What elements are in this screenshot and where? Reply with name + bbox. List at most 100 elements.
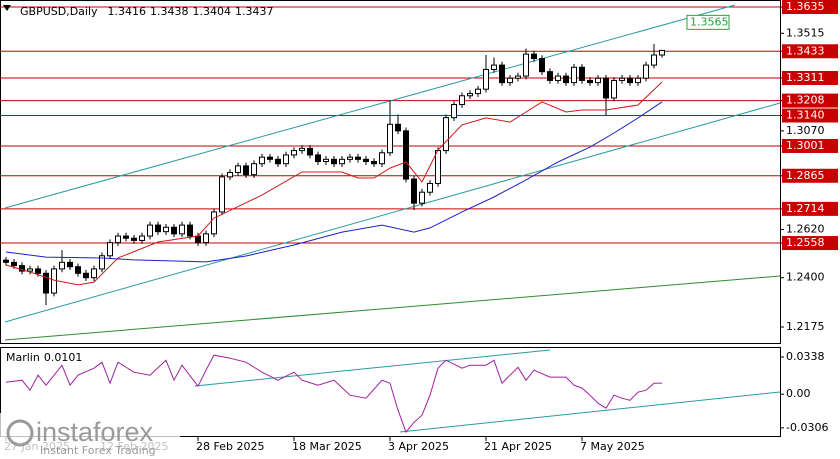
support-line <box>4 275 781 341</box>
plot <box>3 44 665 434</box>
candle-body <box>91 268 97 279</box>
candle-body <box>267 156 273 160</box>
watermark-tagline: Instant Forex Trading <box>40 444 156 457</box>
y-tick-label: 1.2400 <box>786 271 825 284</box>
candle-body <box>355 156 361 160</box>
channel-lower <box>4 102 781 323</box>
candle-body <box>3 259 9 263</box>
indicator-panel <box>0 347 781 437</box>
candle-body <box>171 226 177 235</box>
candle-body <box>307 147 313 156</box>
candle-body <box>467 93 473 97</box>
candle-body <box>259 156 265 165</box>
y-tick-label: 1.2865 <box>786 169 825 182</box>
candle-body <box>547 71 553 81</box>
candle-body <box>107 242 113 257</box>
candle-body <box>323 158 329 163</box>
y-tick-label: 1.3070 <box>786 124 825 137</box>
candle-body <box>651 54 657 66</box>
candle-body <box>379 152 385 165</box>
indicator-value: 0.0101 <box>44 351 83 364</box>
candle-body <box>451 104 457 119</box>
indicator-title: Marlin 0.0101 <box>6 351 82 364</box>
candle-body <box>51 268 57 294</box>
level-label-box <box>782 0 838 15</box>
candle-body <box>539 58 545 73</box>
candle-body <box>27 268 33 272</box>
candle-body <box>235 165 241 173</box>
candle-body <box>595 77 601 84</box>
watermark-bg <box>0 413 180 459</box>
candle-body <box>43 272 49 294</box>
panels <box>0 0 781 437</box>
channel-upper <box>4 4 736 209</box>
y-tick-label: 1.2620 <box>786 222 825 235</box>
level-label-box <box>782 138 838 153</box>
channel-label-box <box>686 14 730 30</box>
candle-body <box>299 147 305 152</box>
y-tick-label: 1.3208 <box>786 94 825 107</box>
x-tick-label: 7 May 2025 <box>580 440 645 453</box>
candle-body <box>603 77 609 99</box>
symbol: GBPUSD,Daily <box>20 5 98 18</box>
candle-body <box>563 75 569 84</box>
y-tick-label: 1.3140 <box>786 109 825 122</box>
candle-body <box>11 261 17 267</box>
candle-body <box>19 265 25 272</box>
ohlc-open: 1.3416 <box>108 5 147 18</box>
candle-body <box>619 77 625 81</box>
level-label-box <box>782 236 838 251</box>
candle-body <box>331 158 337 165</box>
indicator-line <box>5 354 663 434</box>
candle-body <box>459 95 465 106</box>
candle-body <box>555 75 561 81</box>
candle-body <box>507 77 513 84</box>
osc-lower-line <box>399 391 781 433</box>
osc-upper-line <box>194 349 551 387</box>
candle-body <box>515 75 521 79</box>
candle-body <box>195 235 201 244</box>
watermark-brand: instaforex <box>36 417 154 447</box>
candle-body <box>435 150 441 184</box>
candle-body <box>443 117 449 152</box>
candle-body <box>67 261 73 268</box>
candle-body <box>499 64 505 84</box>
menu-triangle[interactable] <box>3 5 11 11</box>
candle-body <box>403 130 409 180</box>
candle-body <box>75 266 81 274</box>
candle-body <box>427 182 433 193</box>
level-label-box <box>782 168 838 183</box>
x-tick-label: 18 Mar 2025 <box>292 440 362 453</box>
candle-body <box>475 88 481 95</box>
y-tick-label: 1.3001 <box>786 139 825 152</box>
candle-body <box>371 161 377 165</box>
candle-body <box>635 77 641 84</box>
candle-body <box>363 158 369 163</box>
candle-body <box>211 211 217 235</box>
level-label-box <box>782 93 838 108</box>
candle-body <box>139 235 145 241</box>
candle-body <box>611 79 617 99</box>
level-label-box <box>782 71 838 86</box>
candle-body <box>251 163 257 176</box>
candle-body <box>491 64 497 70</box>
candle-body <box>419 191 425 204</box>
candle-body <box>587 79 593 84</box>
candle-body <box>339 158 345 165</box>
candle-body <box>291 150 297 156</box>
candle-body <box>579 66 585 81</box>
y-tick-label: 1.3311 <box>786 71 825 84</box>
level-label-box <box>782 108 838 123</box>
candle-body <box>35 268 41 274</box>
watermark: instaforex Instant Forex Trading <box>0 413 180 459</box>
candle-body <box>659 49 665 56</box>
candle-body <box>219 176 225 213</box>
candle-body <box>523 53 529 77</box>
indicator-name: Marlin <box>6 351 40 364</box>
ohlc-close: 1.3437 <box>235 5 274 18</box>
level-label-box <box>782 201 838 216</box>
y-tick-label: 1.3635 <box>786 0 825 13</box>
candle-body <box>115 235 121 244</box>
trend-lines <box>4 4 781 433</box>
candle-body <box>163 226 169 233</box>
